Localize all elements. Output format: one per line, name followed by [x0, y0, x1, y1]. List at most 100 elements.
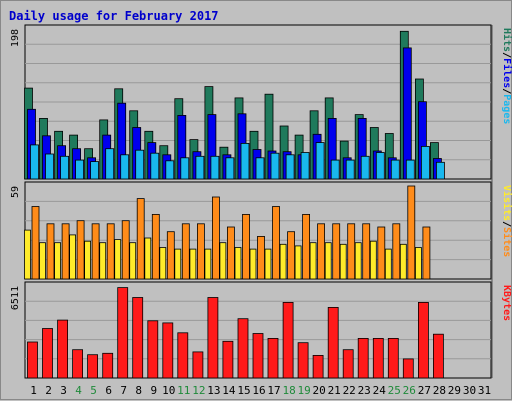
legend-item-slash: /: [501, 52, 512, 58]
bar-pages-day-14: [225, 157, 235, 180]
bar-visits-day-20: [317, 223, 326, 280]
bar-sites-day-25: [384, 248, 392, 280]
x-tick-label-day-24: 24: [373, 384, 387, 397]
x-tick-label-day-20: 20: [312, 384, 325, 397]
bar-pages-day-11: [180, 157, 190, 180]
panel-1: 198 Hits/Files/Pages: [10, 24, 512, 180]
bar-sites-day-18: [279, 243, 287, 280]
bar-pages-day-2: [45, 153, 54, 180]
y-max-label: 6511: [10, 286, 21, 310]
bar-visits-day-27: [422, 226, 431, 280]
legend-panel-1: Hits/Files/Pages: [501, 28, 512, 124]
bar-visits-day-18: [287, 231, 296, 280]
bar-kbytes-day-16: [252, 333, 264, 379]
x-tick-label-day-3: 3: [60, 384, 67, 397]
bar-pages-day-6: [105, 148, 115, 180]
bar-kbytes-day-6: [102, 352, 114, 379]
bar-pages-day-3: [60, 155, 69, 180]
x-tick-label-day-25: 25: [388, 384, 401, 397]
bar-kbytes-day-13: [207, 297, 219, 379]
x-tick-label-day-9: 9: [150, 384, 157, 397]
bar-pages-day-18: [285, 154, 295, 180]
x-tick-label-day-30: 30: [463, 384, 476, 397]
bar-kbytes-day-10: [162, 322, 174, 379]
bar-pages-day-23: [360, 155, 370, 180]
bar-sites-day-21: [324, 242, 332, 280]
bar-pages-day-9: [150, 152, 160, 180]
panel-3: 6511 KBytes: [10, 281, 512, 379]
bar-visits-day-13: [211, 196, 220, 280]
x-tick-label-day-4: 4: [75, 384, 82, 397]
bar-sites-day-7: [114, 239, 122, 280]
x-tick-label-day-26: 26: [403, 384, 416, 397]
x-tick-label-day-27: 27: [418, 384, 431, 397]
bar-kbytes-day-25: [387, 337, 399, 379]
bar-sites-day-6: [99, 242, 107, 280]
bar-kbytes-day-11: [177, 332, 189, 379]
bar-pages-day-25: [390, 159, 400, 180]
bar-pages-day-26: [405, 159, 415, 180]
bar-visits-day-16: [257, 235, 265, 280]
bar-kbytes-day-14: [222, 340, 234, 379]
bar-files-day-26: [402, 47, 412, 180]
bar-pages-day-8: [135, 149, 145, 180]
bar-sites-day-22: [339, 243, 347, 280]
x-tick-label-day-5: 5: [90, 384, 97, 397]
bar-visits-day-24: [377, 226, 386, 280]
bar-visits-day-15: [242, 213, 250, 280]
legend-item-pages: Pages: [501, 94, 512, 124]
bar-kbytes-day-23: [357, 337, 369, 379]
y-max-label: 59: [10, 186, 21, 198]
bar-sites-day-17: [264, 248, 272, 280]
right-edge: [491, 25, 493, 378]
bar-visits-day-2: [46, 223, 55, 280]
bar-kbytes-day-3: [57, 319, 68, 379]
x-tick-label-day-21: 21: [328, 384, 341, 397]
x-tick-label-day-29: 29: [448, 384, 461, 397]
x-tick-label-day-2: 2: [45, 384, 52, 397]
bar-pages-day-4: [75, 159, 84, 180]
x-tick-label-day-14: 14: [222, 384, 236, 397]
bar-sites-day-3: [54, 242, 61, 280]
bar-kbytes-day-2: [42, 328, 53, 379]
bar-kbytes-day-4: [72, 349, 83, 379]
x-tick-label-day-11: 11: [177, 384, 190, 397]
bar-pages-day-19: [300, 152, 310, 180]
bar-pages-day-13: [210, 155, 220, 180]
bar-pages-day-7: [120, 154, 130, 180]
legend-item-sites: Sites: [501, 227, 512, 257]
bar-sites-day-9: [144, 237, 152, 280]
bar-pages-day-24: [375, 152, 385, 180]
bar-visits-day-22: [347, 223, 356, 280]
x-tick-label-day-10: 10: [162, 384, 175, 397]
bar-sites-day-20: [309, 242, 317, 280]
legend-item-visits: Visits: [501, 185, 512, 221]
bar-pages-day-12: [195, 155, 205, 180]
bar-kbytes-day-26: [402, 358, 414, 379]
bar-sites-day-2: [39, 242, 46, 280]
bar-visits-day-12: [196, 223, 205, 280]
bar-sites-day-4: [69, 234, 76, 280]
bar-sites-day-8: [129, 242, 137, 280]
bar-visits-day-25: [392, 223, 401, 280]
x-tick-label-day-18: 18: [282, 384, 295, 397]
bar-visits-day-3: [61, 223, 70, 280]
x-tick-label-day-6: 6: [105, 384, 112, 397]
bar-sites-day-23: [354, 242, 362, 280]
bar-kbytes-day-28: [432, 333, 444, 379]
x-tick-label-day-23: 23: [358, 384, 371, 397]
bar-visits-day-9: [151, 213, 160, 280]
bar-visits-day-11: [181, 223, 190, 280]
bar-kbytes-day-18: [282, 301, 294, 379]
bar-visits-day-10: [166, 231, 175, 280]
x-tick-label-day-19: 19: [297, 384, 310, 397]
legend-item-slash: /: [501, 221, 512, 227]
bar-kbytes-day-9: [147, 320, 159, 379]
bar-sites-day-12: [189, 248, 197, 280]
bar-kbytes-day-7: [117, 287, 129, 379]
bar-sites-day-19: [294, 245, 302, 280]
x-tick-label-day-16: 16: [252, 384, 265, 397]
bar-visits-day-4: [76, 220, 85, 280]
